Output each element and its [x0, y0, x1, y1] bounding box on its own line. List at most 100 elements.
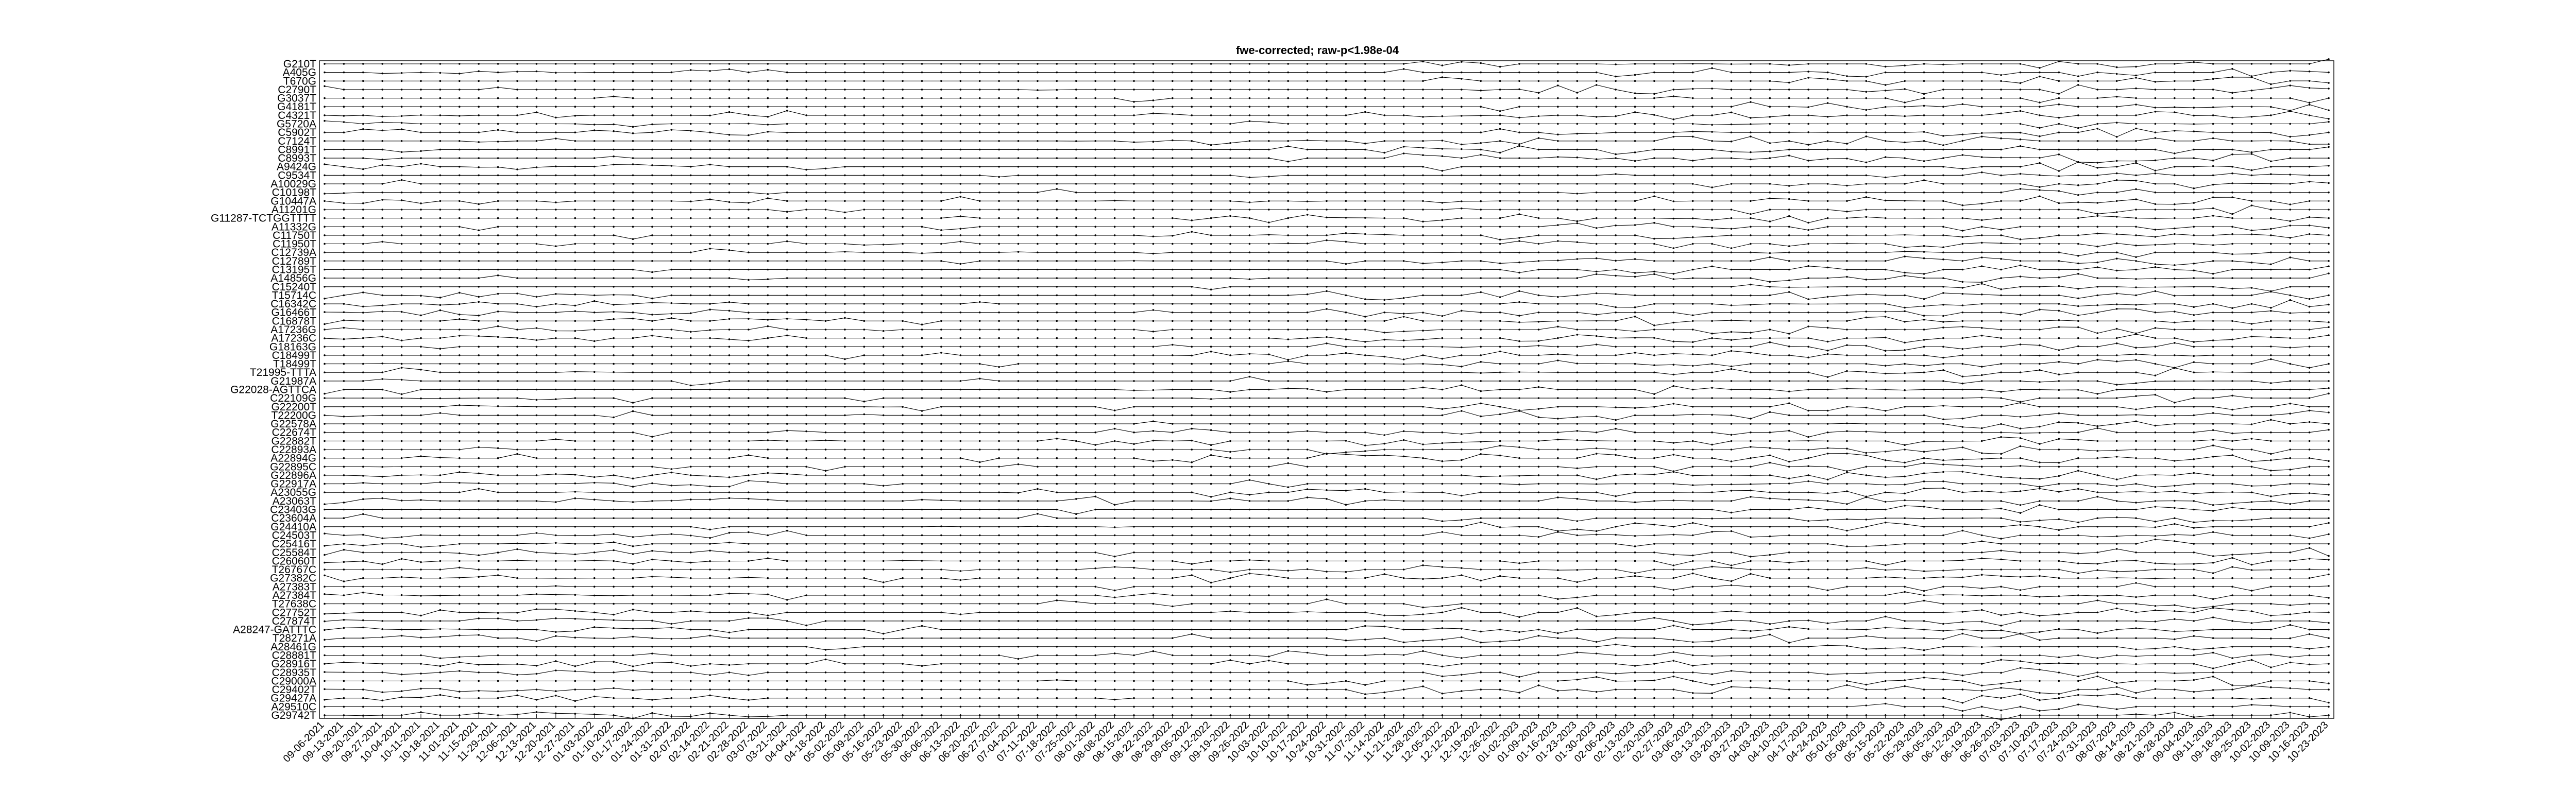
data-point	[1653, 431, 1655, 434]
data-point	[1345, 363, 1347, 365]
data-point	[1345, 191, 1347, 194]
data-point	[1094, 286, 1096, 288]
data-point	[844, 260, 846, 262]
data-point	[1037, 131, 1039, 133]
data-point	[555, 423, 557, 425]
data-point	[902, 148, 904, 151]
data-point	[2328, 387, 2330, 389]
data-point	[2270, 336, 2272, 338]
data-point	[324, 392, 326, 395]
data-point	[362, 191, 364, 194]
data-point	[1942, 346, 1944, 348]
data-point	[1461, 384, 1463, 386]
data-point	[343, 371, 345, 373]
data-point	[1191, 294, 1193, 297]
data-point	[2250, 268, 2253, 271]
data-point	[921, 63, 923, 65]
data-point	[2250, 174, 2253, 177]
data-point	[2328, 143, 2330, 145]
data-point	[1595, 303, 1598, 305]
data-point	[2039, 226, 2041, 228]
data-point	[1306, 200, 1309, 203]
data-point	[632, 457, 634, 459]
data-point	[2058, 234, 2060, 236]
series-A22894G	[324, 452, 2330, 464]
data-point	[709, 97, 711, 99]
data-point	[459, 277, 461, 279]
data-point	[786, 346, 788, 348]
data-point	[555, 354, 557, 356]
data-point	[921, 140, 923, 142]
data-point	[1788, 380, 1790, 382]
data-point	[2250, 182, 2253, 185]
data-point	[2231, 408, 2233, 411]
data-point	[1229, 243, 1231, 245]
data-point	[1595, 183, 1598, 185]
data-point	[959, 354, 962, 356]
data-point	[882, 123, 885, 125]
data-point	[535, 423, 538, 425]
data-point	[1865, 363, 1868, 365]
data-point	[555, 174, 557, 177]
data-point	[381, 371, 383, 373]
data-point	[555, 398, 557, 400]
data-point	[497, 354, 499, 356]
data-point	[1557, 80, 1559, 82]
data-point	[2193, 397, 2195, 399]
data-point	[1383, 165, 1385, 168]
data-point	[1422, 277, 1424, 279]
data-point	[1461, 441, 1463, 443]
data-point	[1172, 440, 1174, 442]
data-point	[1037, 423, 1039, 425]
data-point	[497, 114, 499, 116]
data-point	[1942, 209, 1944, 211]
data-point	[2174, 243, 2176, 245]
data-point	[2270, 371, 2272, 373]
data-point	[400, 431, 403, 434]
data-point	[786, 303, 788, 305]
data-point	[2019, 138, 2022, 141]
data-point	[1672, 226, 1675, 228]
data-point	[400, 226, 403, 228]
data-point	[1075, 209, 1077, 211]
data-point	[632, 402, 634, 404]
data-point	[324, 71, 326, 74]
data-point	[2000, 423, 2002, 425]
data-point	[863, 251, 866, 254]
data-point	[613, 354, 615, 356]
data-point	[728, 309, 731, 312]
data-point	[400, 157, 403, 159]
data-point	[1788, 185, 1790, 187]
data-point	[2058, 226, 2060, 228]
data-point	[420, 388, 422, 391]
data-point	[1113, 427, 1116, 430]
data-point	[1788, 191, 1790, 194]
data-point	[959, 215, 962, 217]
data-point	[535, 339, 538, 341]
data-point	[1056, 183, 1058, 185]
data-point	[2096, 183, 2098, 185]
data-point	[978, 301, 981, 303]
data-point	[1595, 363, 1598, 365]
data-point	[1846, 174, 1848, 177]
data-point	[1730, 183, 1733, 185]
data-point	[1615, 286, 1617, 288]
data-point	[1268, 371, 1270, 373]
data-point	[844, 251, 846, 253]
data-point	[670, 217, 673, 219]
data-point	[805, 234, 807, 236]
data-point	[343, 63, 345, 65]
data-point	[574, 140, 577, 142]
data-point	[535, 251, 538, 254]
data-point	[2115, 303, 2118, 305]
data-point	[1711, 157, 1713, 159]
data-point	[1461, 337, 1463, 339]
data-point	[2250, 63, 2253, 65]
data-point	[805, 217, 807, 219]
data-point	[2096, 332, 2098, 334]
data-point	[1846, 414, 1848, 417]
data-point	[902, 329, 904, 331]
data-point	[613, 406, 615, 408]
data-point	[439, 337, 442, 339]
data-point	[1248, 431, 1251, 434]
